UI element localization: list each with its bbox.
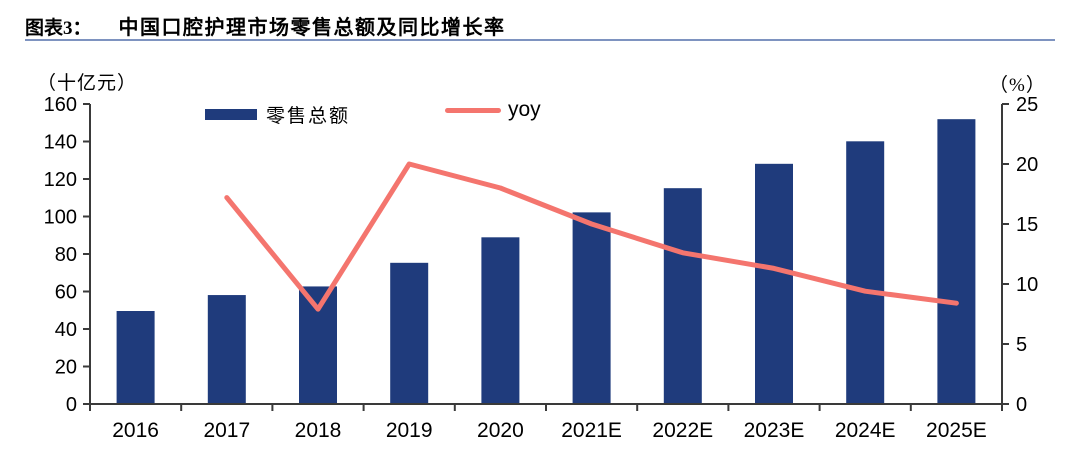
bar-2019	[390, 262, 429, 404]
legend-label-retail-total: 零售总额	[266, 106, 351, 127]
left-tick-label: 120	[44, 169, 77, 191]
left-tick-label: 80	[55, 244, 77, 266]
bar-2018	[299, 286, 337, 404]
bar-2020	[481, 237, 520, 404]
left-tick-label: 40	[55, 319, 77, 341]
left-tick-label: 60	[55, 282, 77, 304]
x-axis-label: 2020	[477, 419, 524, 442]
figure-header: 图表3： 中国口腔护理市场零售总额及同比增长率	[25, 11, 506, 40]
legend-label-yoy: yoy	[508, 98, 541, 121]
title-underline	[25, 39, 1055, 41]
right-tick-label: 5	[1016, 334, 1027, 356]
bar-2023E	[755, 163, 793, 404]
legend-item-yoy: yoy	[445, 98, 541, 122]
bar-2025E	[937, 119, 976, 404]
bar-2022E	[663, 188, 702, 404]
yoy-line	[224, 161, 959, 312]
x-axis-label: 2022E	[652, 419, 713, 442]
left-axis-unit-label: （十亿元）	[37, 73, 138, 94]
x-axis-label: 2017	[203, 419, 250, 442]
x-axis-label: 2023E	[744, 419, 805, 442]
x-axis-label: 2018	[295, 419, 342, 442]
left-tick-label: 140	[44, 132, 77, 154]
left-tick-label: 0	[66, 394, 77, 416]
bar-2016	[116, 311, 155, 404]
right-tick-label: 25	[1016, 94, 1038, 116]
bar-2021E	[572, 212, 611, 404]
x-axis-label: 2024E	[835, 419, 896, 442]
x-axis-label: 2019	[386, 419, 433, 442]
left-tick-label: 100	[44, 207, 77, 229]
x-axis-label: 2016	[112, 419, 159, 442]
x-axis-label: 2025E	[926, 419, 987, 442]
left-tick-label: 160	[44, 94, 77, 116]
bar-series-swatch	[205, 109, 257, 120]
x-axis-label: 2021E	[561, 419, 622, 442]
right-tick-label: 20	[1016, 154, 1038, 176]
line-series-swatch	[445, 107, 501, 113]
bar-2024E	[846, 141, 885, 404]
left-tick-label: 20	[55, 357, 77, 379]
figure-title: 中国口腔护理市场零售总额及同比增长率	[118, 17, 506, 39]
right-tick-label: 10	[1016, 274, 1038, 296]
right-tick-label: 15	[1016, 214, 1038, 236]
plot-canvas: 0 20 40 60 80 100 120 140 160 0 5 10 15 20 25 2016 2017 2…	[44, 94, 1039, 442]
bar-2017	[207, 295, 246, 404]
right-tick-label: 0	[1016, 394, 1027, 416]
chart-area: （十亿元） （%） 零售总额 yoy 0 20 40 60 80 100 120 140 160…	[0, 48, 1080, 466]
legend-item-retail-total: 零售总额	[205, 101, 350, 128]
figure-number-label: 图表3：	[25, 18, 92, 39]
right-axis-unit-label: （%）	[989, 75, 1046, 96]
